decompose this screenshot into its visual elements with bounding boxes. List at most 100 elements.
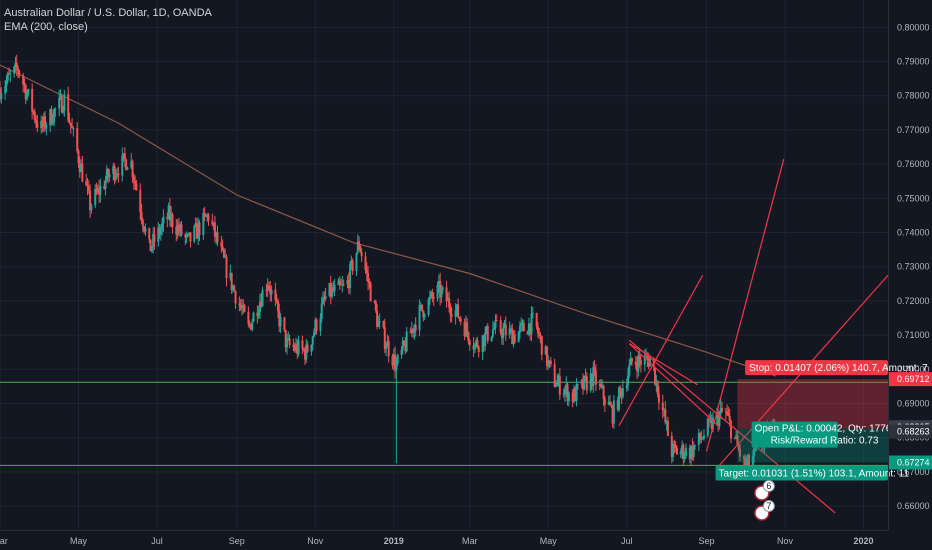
horizontal-levels[interactable] — [0, 381, 888, 466]
candle-body — [293, 346, 296, 351]
candle-body — [494, 320, 497, 328]
candle-body — [153, 234, 156, 242]
price-tick-label: 0.79000 — [897, 57, 930, 67]
candle-body — [24, 85, 27, 100]
candle-body — [355, 253, 358, 272]
symbol-title[interactable]: Australian Dollar / U.S. Dollar, 1D, OAN… — [4, 7, 212, 19]
candle-body — [430, 292, 433, 297]
candle-body — [143, 226, 146, 232]
candle-body — [584, 375, 587, 377]
stop-zone[interactable] — [737, 379, 888, 429]
candle-body — [225, 256, 228, 279]
trend-line[interactable] — [628, 339, 836, 514]
candle-body — [663, 409, 666, 411]
candle-body — [576, 384, 579, 386]
candle-body — [319, 318, 322, 331]
candle-body — [607, 402, 610, 405]
candle-body — [162, 216, 165, 224]
position-tool[interactable]: Stop: 0.01407 (2.06%) 140.7, Amount: 7 T… — [715, 360, 928, 481]
candle-body — [517, 331, 520, 343]
candle-body — [324, 296, 327, 299]
grid-lines — [0, 0, 888, 530]
candle-body — [574, 388, 577, 401]
candle-body — [288, 338, 291, 345]
candle-body — [231, 286, 234, 290]
candle-body — [60, 95, 63, 113]
candle-body — [628, 364, 631, 376]
candle-body — [656, 380, 659, 394]
candle-body — [297, 340, 300, 355]
candle-body — [333, 284, 336, 292]
time-tick-label: 2020 — [854, 536, 874, 546]
candle-body — [612, 400, 615, 424]
candle-body — [428, 296, 431, 300]
candle-body — [553, 364, 556, 387]
candle-body — [113, 165, 116, 180]
candle-body — [591, 373, 593, 386]
candle-body — [5, 80, 8, 87]
candle-body — [144, 228, 147, 232]
trend-line[interactable] — [628, 343, 719, 427]
candle-body — [400, 349, 403, 355]
time-axis[interactable]: Mar May Jul Sep Nov 2019 Mar May Jul Sep Nov 2020 — [0, 530, 888, 547]
candle-body — [683, 456, 686, 459]
trend-line[interactable] — [618, 274, 704, 427]
target-price-tag — [889, 455, 932, 470]
time-tick-label: Sep — [229, 536, 245, 546]
candle-body — [718, 413, 721, 427]
candle-body — [369, 283, 372, 302]
candle-body — [103, 186, 106, 189]
candle-body — [482, 335, 485, 346]
candle-body — [665, 420, 668, 423]
candle-body — [221, 246, 224, 250]
candle-body — [666, 420, 669, 436]
price-axis[interactable]: 0.660000.670000.680000.690000.700000.710… — [888, 0, 930, 530]
event-count-bubble — [762, 480, 775, 492]
indicator-label[interactable]: EMA (200, close) — [4, 21, 88, 33]
candle-body — [549, 360, 552, 365]
candle-body — [53, 109, 56, 123]
candle-body — [621, 388, 624, 397]
candle-body — [260, 301, 263, 307]
candle-body — [71, 125, 74, 129]
candle-body — [441, 287, 444, 290]
candle-body — [203, 212, 206, 215]
candle-body — [49, 109, 52, 126]
candle-body — [684, 447, 687, 457]
candle-body — [184, 235, 187, 238]
candle-body — [311, 336, 314, 345]
event-count-bubble — [762, 500, 775, 512]
price-tick-label: 0.77000 — [897, 125, 930, 135]
candle-body — [412, 328, 415, 333]
time-tick-label: Mar — [462, 536, 478, 546]
candle-body — [450, 314, 453, 317]
candle-body — [185, 234, 188, 238]
candle-body — [68, 120, 71, 123]
candle-body — [463, 321, 466, 337]
candle-body — [422, 310, 425, 318]
candle-body — [751, 455, 754, 465]
event-badges[interactable]: 67 — [754, 480, 775, 521]
candle-body — [629, 357, 632, 365]
candle-body — [105, 169, 108, 181]
stop-label: Stop: 0.01407 (2.06%) 140.7, Amount: 7 — [749, 363, 928, 374]
candle-body — [504, 324, 507, 336]
candle-body — [42, 116, 45, 127]
risk-reward-label: Risk/Reward Ratio: 0.73 — [771, 436, 879, 447]
candle-body — [486, 326, 489, 341]
candle-body — [387, 341, 390, 357]
candle-body — [80, 163, 83, 172]
candle-body — [636, 364, 639, 372]
candle-body — [177, 225, 180, 232]
candle-body — [701, 438, 704, 440]
trend-line[interactable] — [705, 158, 785, 452]
candle-body — [139, 190, 142, 213]
candle-body — [323, 297, 326, 299]
candle-body — [202, 212, 205, 236]
candle-body — [473, 344, 476, 350]
candle-body — [619, 387, 622, 391]
candle-body — [193, 226, 196, 242]
price-tick-label: 0.75000 — [897, 193, 930, 203]
entry-price-tag — [889, 424, 932, 439]
